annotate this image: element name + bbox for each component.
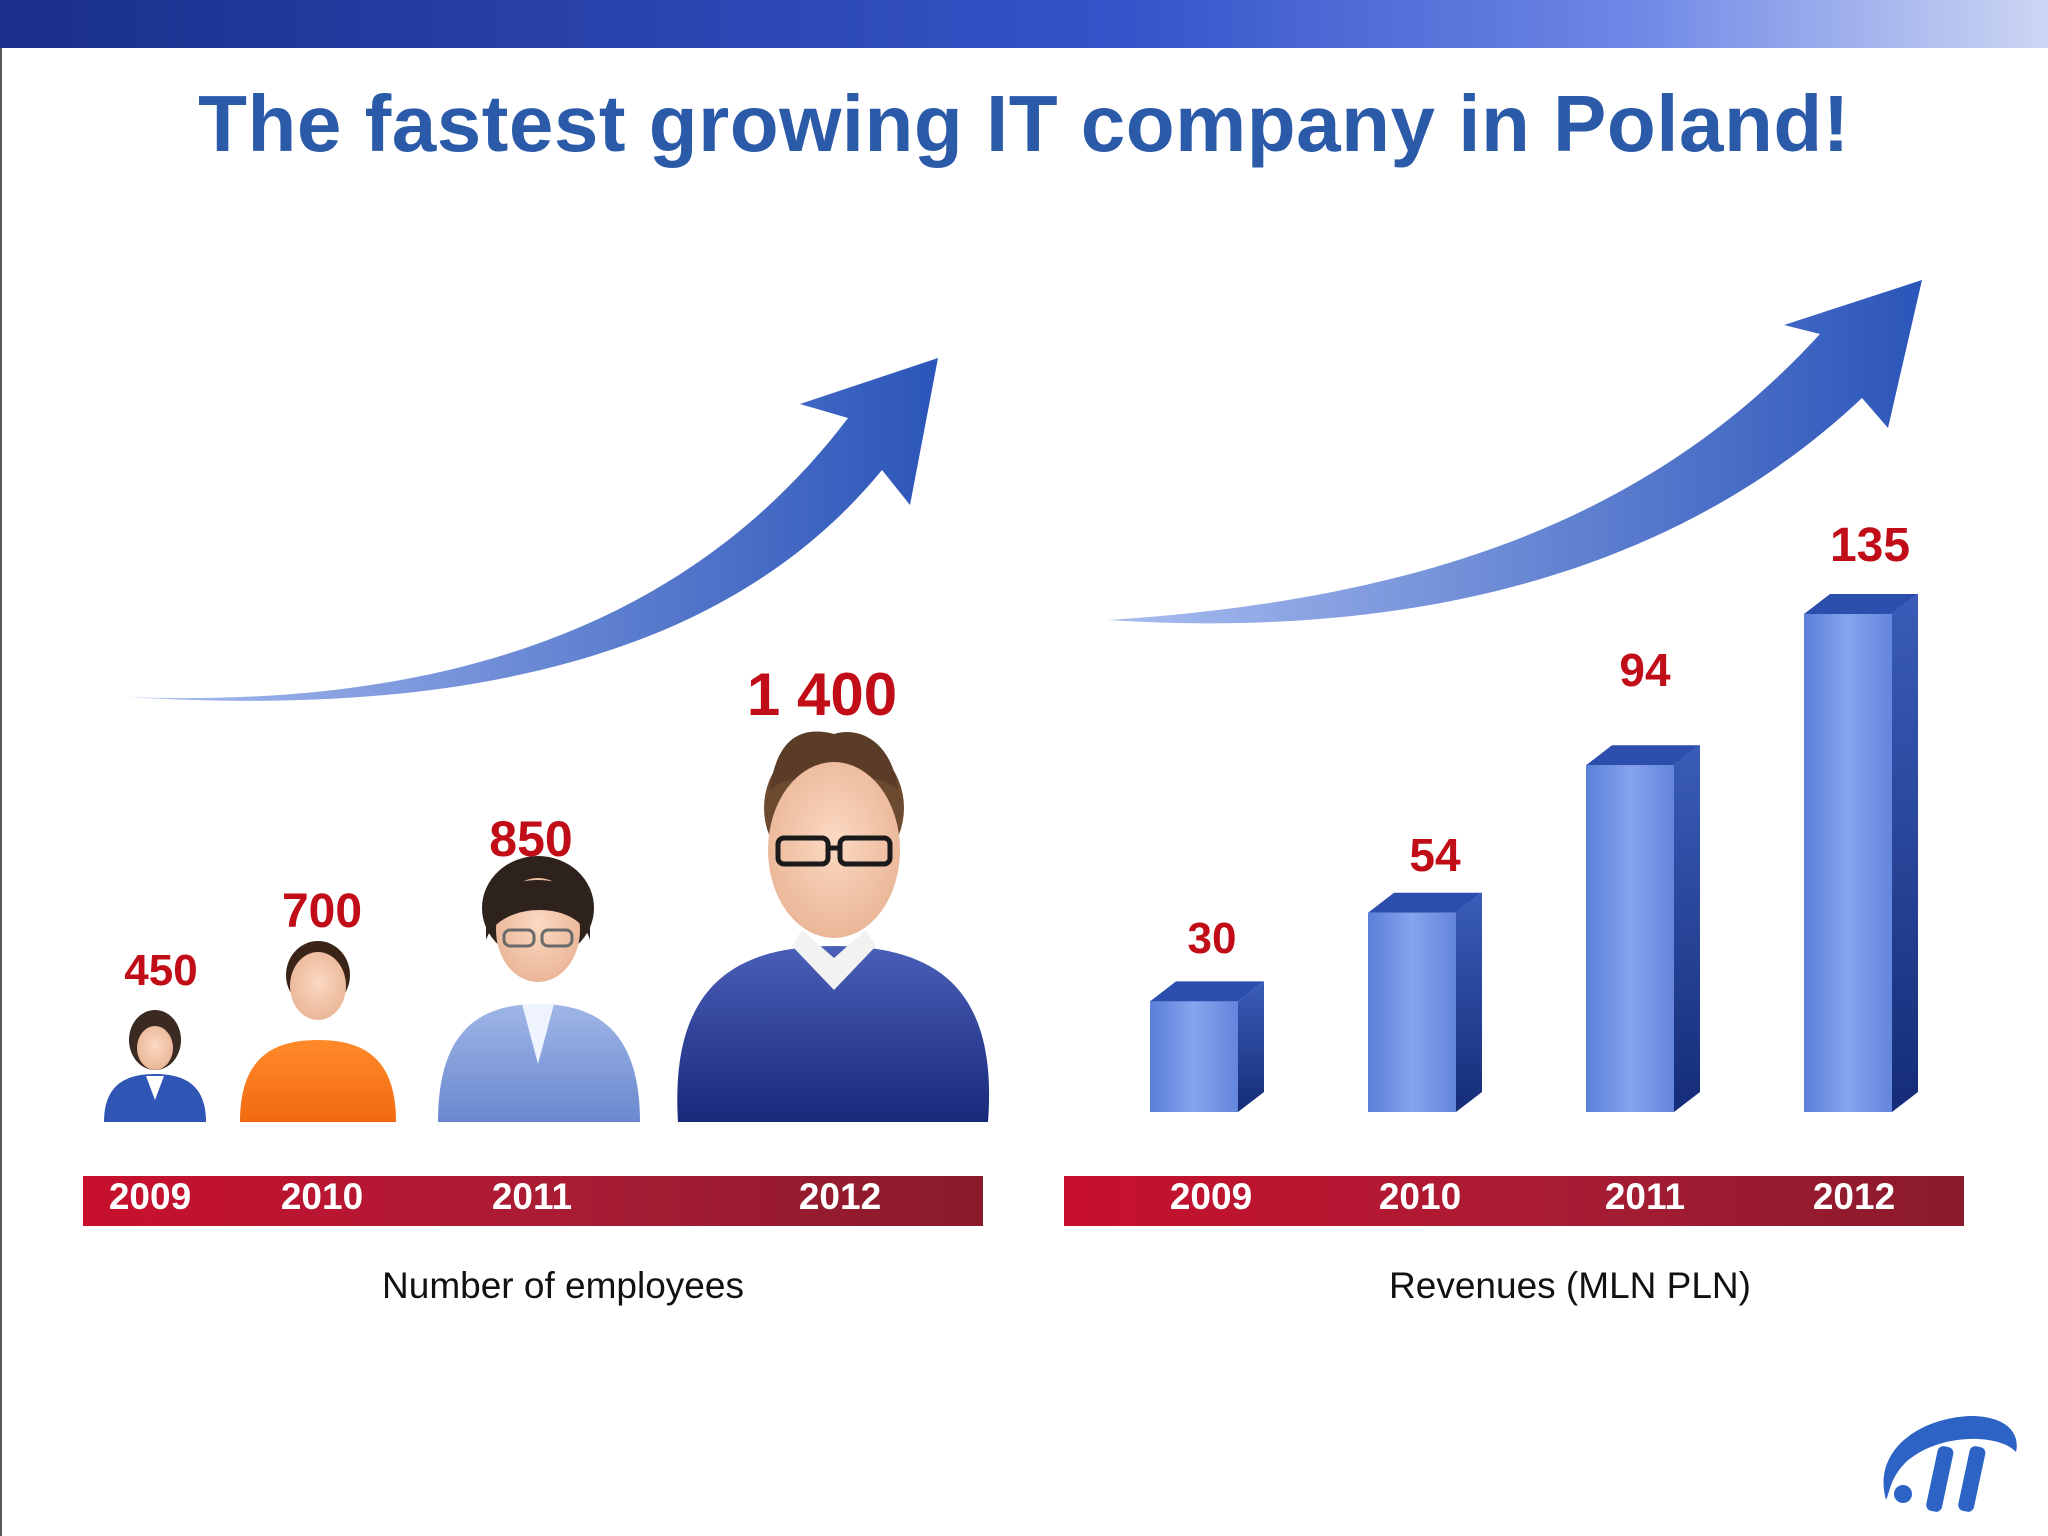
revenue-bar-top — [1368, 892, 1482, 913]
man-orange-icon — [240, 941, 396, 1122]
employees-year-2010: 2010 — [280, 1176, 364, 1217]
revenue-bar-side — [1892, 594, 1918, 1112]
revenue-bar-top — [1586, 745, 1700, 766]
revenue-bar-top — [1150, 981, 1264, 1002]
revenue-value-2011: 94 — [1619, 644, 1671, 696]
revenue-year-2010: 2010 — [1378, 1176, 1462, 1217]
revenue-value-2010: 54 — [1409, 829, 1461, 881]
revenue-value-2009: 30 — [1187, 914, 1237, 963]
woman-small-icon — [104, 1010, 206, 1122]
growth-arrow-right — [1108, 280, 1922, 624]
top-banner — [0, 0, 2048, 48]
revenue-bar-2010 — [1368, 892, 1482, 1112]
revenue-axis-bar — [1064, 1176, 1964, 1226]
revenue-year-2009: 2009 — [1169, 1176, 1253, 1217]
revenue-caption: Revenues (MLN PLN) — [1389, 1265, 1751, 1306]
revenue-value-2012: 135 — [1829, 519, 1911, 572]
revenue-bar-2011 — [1586, 745, 1700, 1112]
revenue-bars — [1150, 594, 1918, 1112]
employees-value-2012: 1 400 — [746, 661, 898, 728]
revenue-bar-side — [1674, 745, 1700, 1112]
revenue-bar-front — [1804, 614, 1892, 1112]
revenue-bar-2012 — [1804, 594, 1918, 1112]
woman-glasses-icon — [438, 856, 640, 1122]
employees-year-2009: 2009 — [108, 1176, 192, 1217]
revenue-bar-front — [1368, 912, 1456, 1112]
revenue-bar-front — [1586, 765, 1674, 1112]
left-border — [0, 48, 2, 1536]
employees-year-2012: 2012 — [798, 1176, 882, 1217]
growth-arrow-left — [127, 358, 938, 701]
employees-value-2011: 850 — [489, 811, 573, 867]
revenue-bar-side — [1238, 981, 1264, 1112]
man-glasses-icon — [677, 731, 990, 1122]
revenue-year-2012: 2012 — [1812, 1176, 1896, 1217]
employees-value-2010: 700 — [281, 885, 363, 938]
revenue-bar-side — [1456, 892, 1482, 1112]
employees-caption: Number of employees — [382, 1265, 744, 1306]
revenue-bar-2009 — [1150, 981, 1264, 1112]
employees-axis-bar — [83, 1176, 983, 1226]
revenue-year-2011: 2011 — [1604, 1176, 1686, 1217]
employees-value-2009: 450 — [124, 946, 198, 995]
company-logo-icon — [1883, 1416, 2017, 1512]
slide-title: The fastest growing IT company in Poland… — [198, 79, 1850, 168]
revenue-bar-front — [1150, 1001, 1238, 1112]
revenue-bar-top — [1804, 594, 1918, 614]
employees-year-2011: 2011 — [491, 1176, 573, 1217]
